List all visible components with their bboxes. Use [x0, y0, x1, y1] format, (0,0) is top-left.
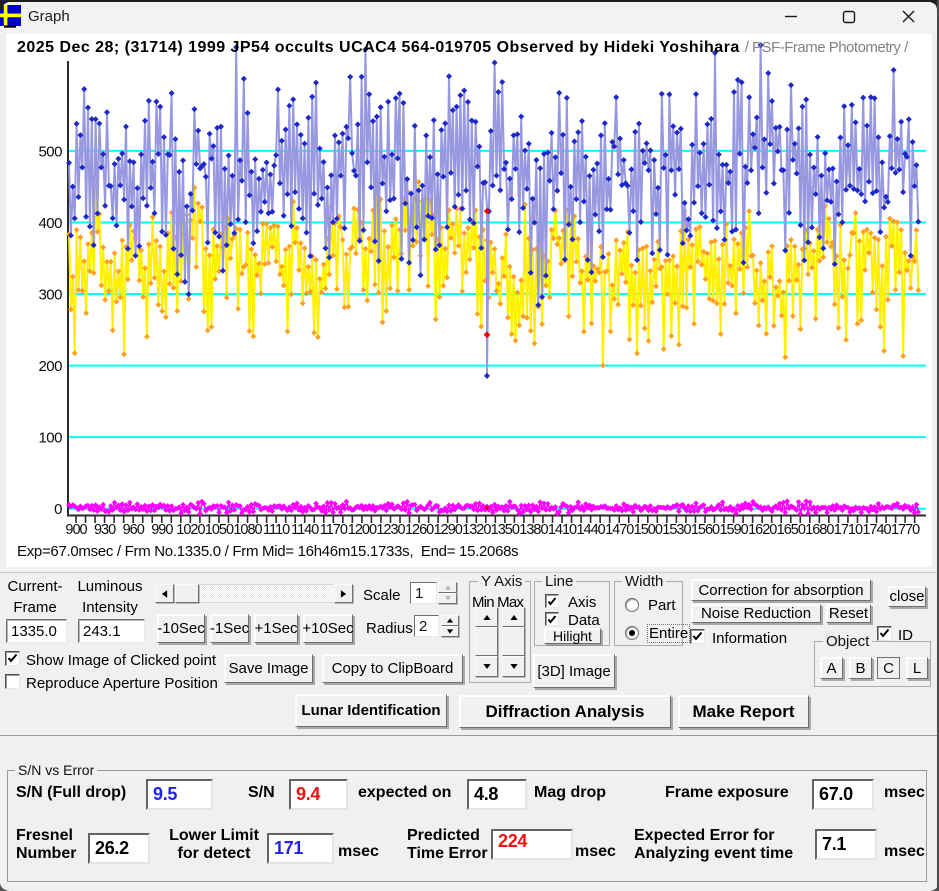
svg-text:1470: 1470: [605, 522, 634, 538]
svg-text:1590: 1590: [719, 522, 748, 538]
svg-text:500: 500: [38, 143, 62, 160]
svg-text:1410: 1410: [548, 522, 577, 538]
svg-text:1770: 1770: [891, 522, 920, 538]
svg-text:990: 990: [151, 522, 173, 538]
svg-text:930: 930: [94, 522, 116, 538]
svg-text:1170: 1170: [320, 522, 348, 538]
svg-text:400: 400: [38, 215, 62, 232]
svg-text:960: 960: [123, 522, 145, 538]
svg-text:1380: 1380: [519, 522, 548, 538]
svg-text:1350: 1350: [491, 522, 520, 538]
svg-text:1500: 1500: [634, 522, 663, 538]
svg-text:1740: 1740: [862, 522, 891, 538]
svg-text:0: 0: [54, 501, 62, 518]
svg-text:1530: 1530: [662, 522, 691, 538]
svg-text:1440: 1440: [576, 522, 605, 538]
svg-text:1020: 1020: [176, 522, 205, 538]
svg-text:900: 900: [65, 522, 87, 538]
svg-text:1110: 1110: [263, 522, 290, 538]
svg-text:1620: 1620: [748, 522, 777, 538]
svg-text:1140: 1140: [291, 522, 319, 538]
svg-text:1320: 1320: [462, 522, 491, 538]
svg-text:1230: 1230: [376, 522, 405, 538]
svg-text:1080: 1080: [233, 522, 262, 538]
svg-text:1560: 1560: [691, 522, 720, 538]
svg-text:100: 100: [38, 430, 62, 447]
svg-text:1290: 1290: [434, 522, 463, 538]
svg-text:1710: 1710: [834, 522, 863, 538]
svg-text:1200: 1200: [348, 522, 377, 538]
svg-text:1260: 1260: [405, 522, 434, 538]
svg-text:1680: 1680: [805, 522, 834, 538]
svg-text:1050: 1050: [205, 522, 234, 538]
svg-text:200: 200: [38, 358, 62, 375]
svg-text:300: 300: [38, 287, 62, 304]
svg-text:1650: 1650: [777, 522, 806, 538]
